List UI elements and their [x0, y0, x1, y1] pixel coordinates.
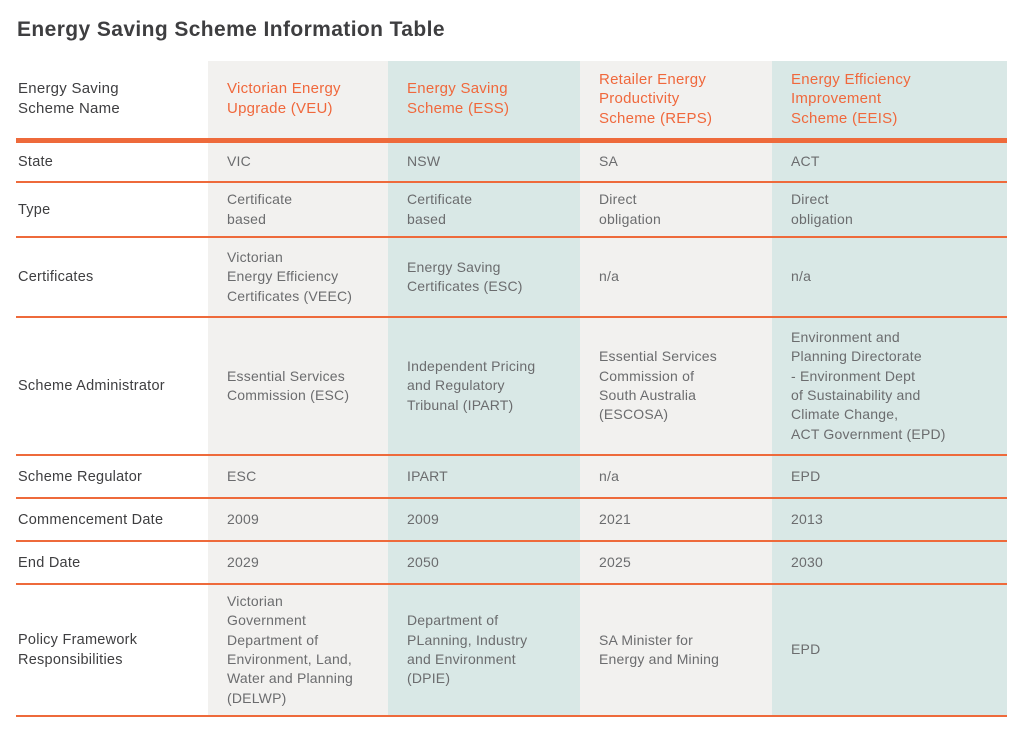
cell-state-reps: SA [580, 140, 772, 183]
cell-administrator-veu: Essential Services Commission (ESC) [208, 317, 388, 456]
row-label: Policy Framework Responsibilities [16, 584, 208, 717]
cell-state-veu: VIC [208, 140, 388, 183]
table-row-certificates: Certificates Victorian Energy Efficiency… [16, 237, 1007, 318]
cell-state-eeis: ACT [772, 140, 1007, 183]
row-label: Certificates [16, 237, 208, 318]
cell-administrator-ess: Independent Pricing and Regulatory Tribu… [388, 317, 580, 456]
row-label: State [16, 140, 208, 183]
cell-type-eeis: Direct obligation [772, 182, 1007, 238]
row-label: Commencement Date [16, 498, 208, 542]
cell-regulator-veu: ESC [208, 455, 388, 499]
column-header-eeis: Energy Efficiency Improvement Scheme (EE… [772, 61, 1007, 143]
cell-state-ess: NSW [388, 140, 580, 183]
row-label: End Date [16, 541, 208, 585]
cell-regulator-ess: IPART [388, 455, 580, 499]
table-header-row: Energy Saving Scheme Name Victorian Ener… [16, 61, 1007, 143]
cell-enddate-reps: 2025 [580, 541, 772, 585]
row-label: Scheme Administrator [16, 317, 208, 456]
table-row-end-date: End Date 2029 2050 2025 2030 [16, 541, 1007, 585]
cell-policy-eeis: EPD [772, 584, 1007, 717]
cell-type-veu: Certificate based [208, 182, 388, 238]
column-header-veu: Victorian Energy Upgrade (VEU) [208, 61, 388, 143]
cell-administrator-eeis: Environment and Planning Directorate - E… [772, 317, 1007, 456]
cell-regulator-eeis: EPD [772, 455, 1007, 499]
cell-commencement-veu: 2009 [208, 498, 388, 542]
scheme-info-table: Energy Saving Scheme Name Victorian Ener… [16, 61, 1007, 717]
row-label: Type [16, 182, 208, 238]
cell-certificates-veu: Victorian Energy Efficiency Certificates… [208, 237, 388, 318]
cell-regulator-reps: n/a [580, 455, 772, 499]
cell-enddate-eeis: 2030 [772, 541, 1007, 585]
cell-commencement-eeis: 2013 [772, 498, 1007, 542]
cell-certificates-reps: n/a [580, 237, 772, 318]
cell-enddate-ess: 2050 [388, 541, 580, 585]
column-header-ess: Energy Saving Scheme (ESS) [388, 61, 580, 143]
cell-certificates-eeis: n/a [772, 237, 1007, 318]
table-row-policy-framework: Policy Framework Responsibilities Victor… [16, 584, 1007, 717]
table-row-scheme-regulator: Scheme Regulator ESC IPART n/a EPD [16, 455, 1007, 499]
page-title: Energy Saving Scheme Information Table [17, 18, 445, 41]
cell-commencement-reps: 2021 [580, 498, 772, 542]
cell-policy-veu: Victorian Government Department of Envir… [208, 584, 388, 717]
cell-type-reps: Direct obligation [580, 182, 772, 238]
cell-enddate-veu: 2029 [208, 541, 388, 585]
table-row-state: State VIC NSW SA ACT [16, 140, 1007, 183]
cell-policy-ess: Department of PLanning, Industry and Env… [388, 584, 580, 717]
table-row-commencement-date: Commencement Date 2009 2009 2021 2013 [16, 498, 1007, 542]
corner-header: Energy Saving Scheme Name [16, 61, 208, 143]
cell-commencement-ess: 2009 [388, 498, 580, 542]
cell-policy-reps: SA Minister for Energy and Mining [580, 584, 772, 717]
table-row-scheme-administrator: Scheme Administrator Essential Services … [16, 317, 1007, 456]
cell-administrator-reps: Essential Services Commission of South A… [580, 317, 772, 456]
cell-certificates-ess: Energy Saving Certificates (ESC) [388, 237, 580, 318]
table-row-type: Type Certificate based Certificate based… [16, 182, 1007, 238]
column-header-reps: Retailer Energy Productivity Scheme (REP… [580, 61, 772, 143]
row-label: Scheme Regulator [16, 455, 208, 499]
page: Energy Saving Scheme Information Table E… [16, 18, 1007, 717]
cell-type-ess: Certificate based [388, 182, 580, 238]
